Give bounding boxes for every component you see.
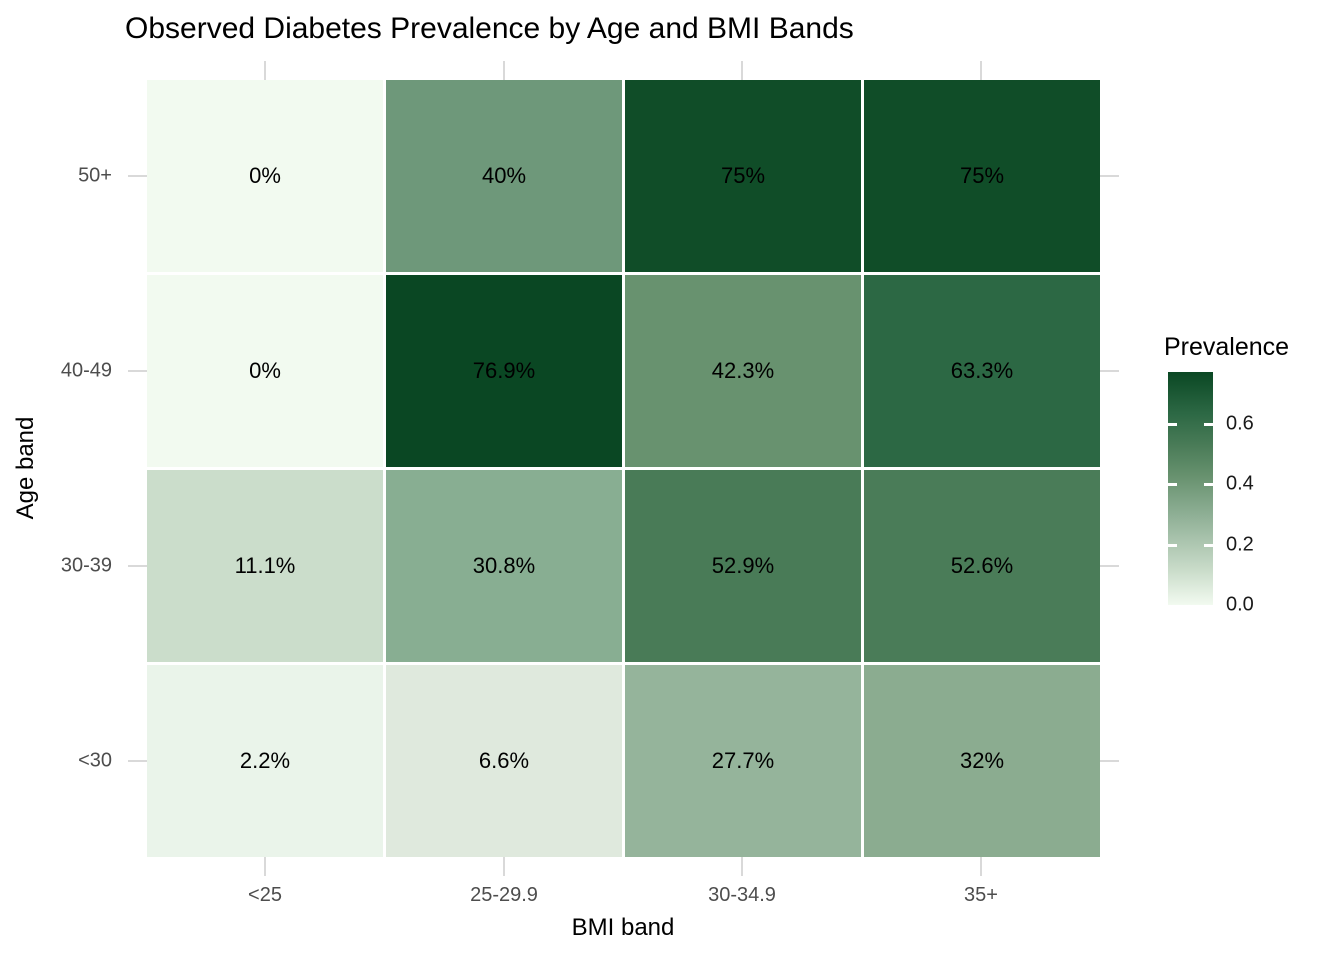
heatmap-cell: 27.7% <box>625 665 861 857</box>
cell-value-label: 30.8% <box>472 553 536 578</box>
heatmap-cell: 75% <box>864 80 1100 272</box>
y-axis-tick-label: 50+ <box>78 164 112 187</box>
cell-value-label: 11.1% <box>234 553 296 578</box>
y-axis-tick-left <box>128 175 147 177</box>
y-axis-title: Age band <box>12 416 39 520</box>
y-axis-tick-label: 40-49 <box>60 359 112 382</box>
x-axis-tick-bottom <box>980 857 982 876</box>
legend-tick-label: 0.0 <box>1226 593 1254 616</box>
heatmap-cell: 0% <box>147 80 383 272</box>
y-axis-tick-label: <30 <box>78 749 112 772</box>
heatmap-cell: 52.9% <box>625 470 861 662</box>
legend-tick-label: 0.2 <box>1226 533 1254 556</box>
heatmap-cell: 76.9% <box>386 275 622 467</box>
y-axis-tick-right <box>1100 760 1119 762</box>
y-axis-tick-right <box>1100 370 1119 372</box>
legend-tick-label: 0.4 <box>1226 472 1254 495</box>
x-axis-tick-label: 35+ <box>964 884 998 906</box>
heatmap-cell: 40% <box>386 80 622 272</box>
cell-value-label: 32% <box>959 748 1005 773</box>
cell-value-label: 0% <box>249 163 281 188</box>
heatmap-cell: 2.2% <box>147 665 383 857</box>
heatmap-cell: 32% <box>864 665 1100 857</box>
legend-tick-mark <box>1168 483 1177 487</box>
x-axis-tick-top <box>980 61 982 80</box>
heatmap-panel: 0% 40% 75% 75% 0% 76.9% 42.3% 63.3% 11.1% 30.8% 52… <box>147 80 1100 857</box>
y-axis-tick-left <box>128 565 147 567</box>
cell-value-label: 75% <box>720 163 766 188</box>
legend-tick-mark <box>1204 483 1213 487</box>
x-axis-tick-top <box>264 61 266 80</box>
cell-value-label: 27.7% <box>711 748 775 773</box>
x-axis-tick-top <box>741 61 743 80</box>
heatmap-cell: 52.6% <box>864 470 1100 662</box>
chart-title: Observed Diabetes Prevalence by Age and … <box>125 12 854 45</box>
cell-value-label: 6.6% <box>478 748 530 773</box>
heatmap-cell: 75% <box>625 80 861 272</box>
heatmap-cell: 6.6% <box>386 665 622 857</box>
heatmap-cell: 63.3% <box>864 275 1100 467</box>
x-axis-tick-label: 30-34.9 <box>708 884 776 906</box>
cell-value-label: 75% <box>959 163 1005 188</box>
heatmap-cell: 42.3% <box>625 275 861 467</box>
y-axis-tick-right <box>1100 175 1119 177</box>
heatmap-cell: 11.1% <box>147 470 383 662</box>
legend-title: Prevalence <box>1164 333 1290 361</box>
legend-tick-label: 0.6 <box>1226 412 1254 435</box>
cell-value-label: 0% <box>249 358 281 383</box>
cell-value-label: 76.9% <box>472 358 536 383</box>
cell-value-label: 40% <box>481 163 527 188</box>
heatmap-cell: 0% <box>147 275 383 467</box>
legend-tick-mark <box>1168 423 1177 427</box>
legend-colorbar <box>1168 372 1213 605</box>
x-axis-tick-top <box>503 61 505 80</box>
cell-value-label: 52.6% <box>950 553 1014 578</box>
legend-tick-mark <box>1204 543 1213 547</box>
x-axis-tick-bottom <box>741 857 743 876</box>
cell-value-label: 63.3% <box>950 358 1014 383</box>
legend-tick-mark <box>1168 543 1177 547</box>
y-axis-tick-left <box>128 370 147 372</box>
x-axis-title: BMI band <box>571 914 675 941</box>
y-axis-tick-label: 30-39 <box>60 554 112 577</box>
cell-value-label: 52.9% <box>711 553 775 578</box>
y-axis-tick-left <box>128 760 147 762</box>
heatmap-grid: 0% 40% 75% 75% 0% 76.9% 42.3% 63.3% 11.1% 30.8% 52… <box>147 80 1100 857</box>
x-axis-tick-label: <25 <box>248 884 282 906</box>
cell-value-label: 42.3% <box>711 358 775 383</box>
x-axis-tick-bottom <box>264 857 266 876</box>
x-axis-tick-label: 25-29.9 <box>470 884 538 906</box>
heatmap-cell: 30.8% <box>386 470 622 662</box>
x-axis-tick-bottom <box>503 857 505 876</box>
y-axis-tick-right <box>1100 565 1119 567</box>
cell-value-label: 2.2% <box>239 748 291 773</box>
legend-tick-mark <box>1204 423 1213 427</box>
